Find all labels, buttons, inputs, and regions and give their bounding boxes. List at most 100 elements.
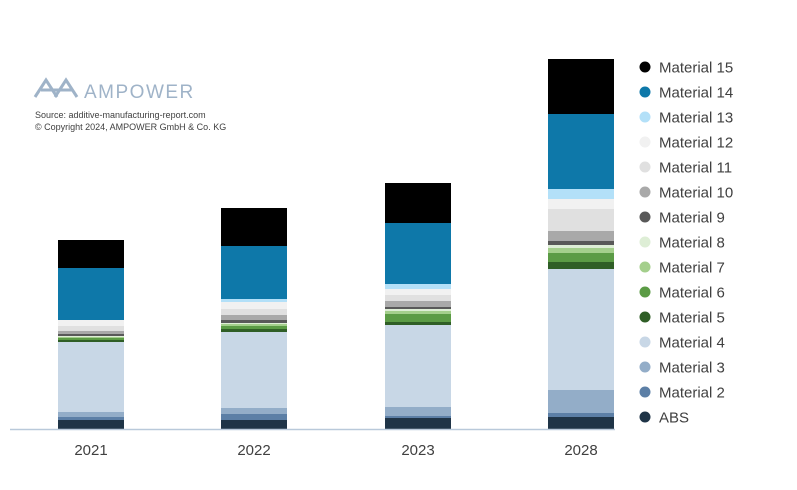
bar-segment-material-6-2028 bbox=[548, 253, 614, 262]
bar-segment-material-14-2028 bbox=[548, 114, 614, 189]
legend: Material 15 Material 14 Material 13 Materia… bbox=[639, 60, 733, 427]
bar-segment-material-9-2023 bbox=[385, 307, 451, 309]
bar-segment-abs-2021 bbox=[58, 420, 124, 429]
bar-segment-material-10-2022 bbox=[221, 315, 287, 320]
bar-segment-material-6-2021 bbox=[58, 338, 124, 340]
bar-segment-material-7-2021 bbox=[58, 337, 124, 338]
bar-segment-material-12-2021 bbox=[58, 320, 124, 326]
bar-segment-material-5-2022 bbox=[221, 329, 287, 332]
legend-label-material-10: Material 10 bbox=[659, 185, 733, 202]
bar-segment-material-7-2023 bbox=[385, 311, 451, 314]
x-tick-label-2021: 2021 bbox=[74, 442, 107, 459]
legend-marker-material-2 bbox=[639, 386, 651, 398]
legend-marker-material-8 bbox=[639, 236, 651, 248]
bar-segment-material-11-2023 bbox=[385, 295, 451, 301]
bar-segment-material-9-2022 bbox=[221, 320, 287, 323]
bar-segment-abs-2028 bbox=[548, 417, 614, 429]
bar-segment-material-2-2028 bbox=[548, 413, 614, 417]
legend-label-material-3: Material 3 bbox=[659, 360, 725, 377]
bar-segment-material-7-2022 bbox=[221, 324, 287, 326]
ampower-logo: AMPOWER bbox=[33, 77, 195, 103]
bar-segment-material-14-2023 bbox=[385, 223, 451, 284]
bar-segment-material-9-2028 bbox=[548, 241, 614, 245]
bar-segment-material-11-2022 bbox=[221, 309, 287, 315]
legend-label-material-6: Material 6 bbox=[659, 285, 725, 302]
legend-marker-material-10 bbox=[639, 186, 651, 198]
bar-segment-material-11-2021 bbox=[58, 326, 124, 331]
bar-segment-material-6-2023 bbox=[385, 314, 451, 322]
legend-marker-material-5 bbox=[639, 311, 651, 323]
bar-segment-material-8-2022 bbox=[221, 323, 287, 324]
legend-marker-abs bbox=[639, 411, 651, 423]
bar-segment-material-5-2021 bbox=[58, 340, 124, 342]
legend-marker-material-7 bbox=[639, 261, 651, 273]
legend-label-abs: ABS bbox=[659, 410, 689, 427]
x-tick-labels: 2021 2022 2023 2028 bbox=[74, 442, 597, 459]
legend-label-material-14: Material 14 bbox=[659, 85, 733, 102]
bar-segment-material-8-2023 bbox=[385, 309, 451, 311]
bar-segment-material-13-2028 bbox=[548, 189, 614, 199]
legend-label-material-9: Material 9 bbox=[659, 210, 725, 227]
legend-marker-material-14 bbox=[639, 86, 651, 98]
bar-segment-material-4-2023 bbox=[385, 325, 451, 407]
logo-mark-icon bbox=[33, 77, 79, 98]
legend-marker-material-4 bbox=[639, 336, 651, 348]
bar-segment-material-3-2021 bbox=[58, 412, 124, 417]
bar-segment-material-4-2021 bbox=[58, 342, 124, 412]
legend-label-material-8: Material 8 bbox=[659, 235, 725, 252]
x-tick-label-2028: 2028 bbox=[564, 442, 597, 459]
legend-label-material-15: Material 15 bbox=[659, 60, 733, 77]
bar-segment-material-14-2022 bbox=[221, 246, 287, 299]
bar-segment-material-14-2021 bbox=[58, 268, 124, 320]
legend-label-material-11: Material 11 bbox=[659, 160, 732, 177]
legend-marker-material-6 bbox=[639, 286, 651, 298]
bar-segment-material-3-2028 bbox=[548, 390, 614, 413]
legend-marker-material-11 bbox=[639, 161, 651, 173]
x-tick-label-2023: 2023 bbox=[401, 442, 434, 459]
bar-segment-material-8-2028 bbox=[548, 245, 614, 248]
bar-segment-material-13-2023 bbox=[385, 284, 451, 289]
bar-segment-material-9-2021 bbox=[58, 334, 124, 336]
bar-segment-material-2-2022 bbox=[221, 414, 287, 420]
bar-segment-material-4-2022 bbox=[221, 332, 287, 408]
bar-segment-material-2-2021 bbox=[58, 417, 124, 420]
legend-label-material-2: Material 2 bbox=[659, 385, 725, 402]
legend-marker-material-3 bbox=[639, 361, 651, 373]
bar-segment-material-10-2021 bbox=[58, 331, 124, 334]
bar-segment-material-3-2023 bbox=[385, 407, 451, 416]
bar-segment-material-12-2022 bbox=[221, 302, 287, 309]
bar-segment-material-15-2023 bbox=[385, 183, 451, 223]
legend-marker-material-12 bbox=[639, 136, 651, 148]
bar-segment-material-10-2023 bbox=[385, 301, 451, 307]
bar-segment-material-11-2028 bbox=[548, 209, 614, 231]
legend-marker-material-9 bbox=[639, 211, 651, 223]
bar-segment-material-7-2028 bbox=[548, 248, 614, 253]
legend-marker-material-13 bbox=[639, 111, 651, 123]
bar-segment-material-6-2022 bbox=[221, 326, 287, 329]
legend-label-material-5: Material 5 bbox=[659, 310, 725, 327]
bar-segment-material-15-2021 bbox=[58, 240, 124, 268]
copyright-note: © Copyright 2024, AMPOWER GmbH & Co. KG bbox=[35, 122, 226, 132]
bar-segment-material-12-2028 bbox=[548, 199, 614, 209]
legend-label-material-4: Material 4 bbox=[659, 335, 725, 352]
legend-marker-material-15 bbox=[639, 61, 651, 73]
bar-segment-abs-2023 bbox=[385, 418, 451, 429]
bar-segment-material-10-2028 bbox=[548, 231, 614, 241]
source-note: Source: additive-manufacturing-report.co… bbox=[35, 110, 206, 120]
bar-segment-material-12-2023 bbox=[385, 289, 451, 295]
bar-segment-material-4-2028 bbox=[548, 269, 614, 390]
bar-segment-material-15-2022 bbox=[221, 208, 287, 246]
bar-segment-material-2-2023 bbox=[385, 416, 451, 418]
bar-segment-material-8-2021 bbox=[58, 336, 124, 337]
legend-label-material-7: Material 7 bbox=[659, 260, 725, 277]
legend-label-material-12: Material 12 bbox=[659, 135, 733, 152]
bar-segment-material-15-2028 bbox=[548, 59, 614, 114]
bar-segment-material-3-2022 bbox=[221, 408, 287, 414]
legend-label-material-13: Material 13 bbox=[659, 110, 733, 127]
bar-segment-material-5-2028 bbox=[548, 262, 614, 269]
logo-wordmark: AMPOWER bbox=[84, 82, 195, 103]
bars-group bbox=[58, 59, 614, 429]
bar-segment-material-5-2023 bbox=[385, 322, 451, 325]
x-tick-label-2022: 2022 bbox=[237, 442, 270, 459]
